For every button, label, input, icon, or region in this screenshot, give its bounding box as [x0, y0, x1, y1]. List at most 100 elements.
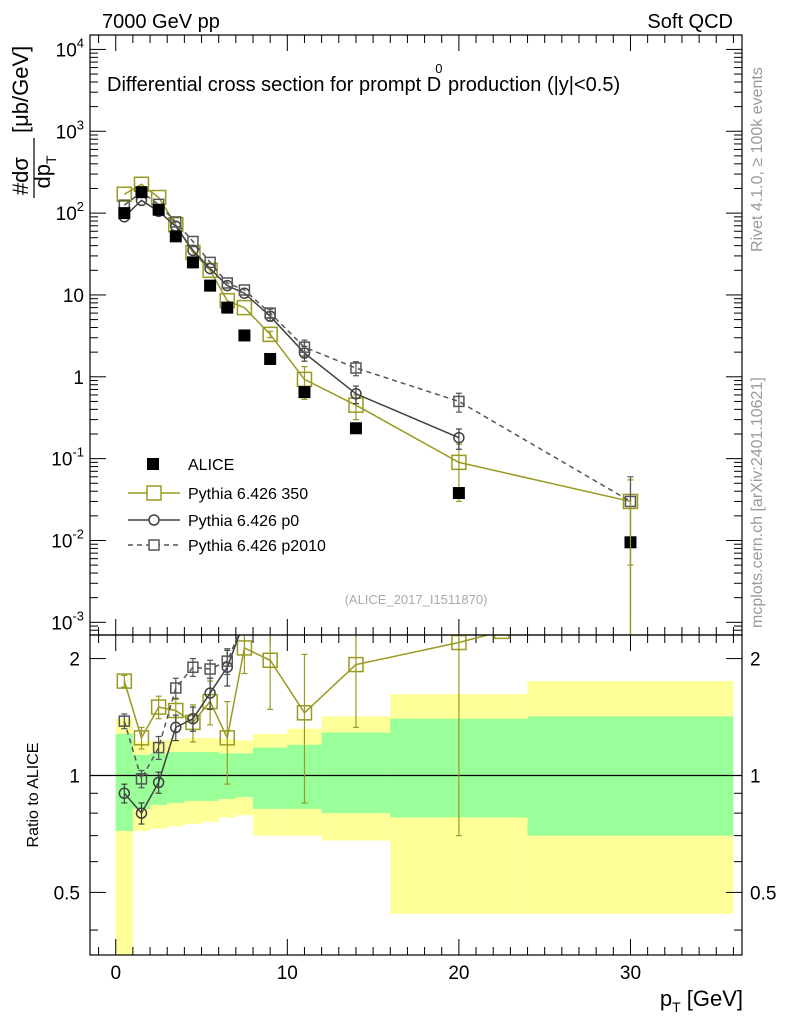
main-marker [204, 256, 216, 269]
main-marker [262, 326, 278, 343]
main-y-tick-base: 1 [73, 368, 84, 389]
ratio-ylabel: Ratio to ALICE [25, 743, 42, 848]
ratio-marker [152, 741, 165, 754]
main-marker [264, 352, 277, 365]
x-axis-label: pT [GeV] [660, 986, 743, 1015]
x-tick-label: 0 [110, 963, 121, 984]
main-y-tick-base: 10 [56, 40, 77, 61]
legend-alice-label: ALICE [188, 457, 234, 474]
main-ylabel-den-main: dp [30, 164, 55, 188]
main-y-tick-base: 10 [51, 531, 72, 552]
ratio-frame [89, 634, 743, 956]
ratio-marker [170, 721, 182, 734]
main-y-tick-base: 10 [51, 450, 72, 471]
mcplots-label: mcplots.cern.ch [arXiv:2401.10621] [749, 377, 766, 628]
legend-p2010-label: Pythia 6.426 p2010 [188, 538, 326, 555]
main-series-line [123, 191, 631, 503]
main-marker [221, 277, 234, 289]
main-series-pythia-6-426-350 [116, 176, 639, 566]
main-marker [350, 388, 362, 400]
main-title-sup: 0 [435, 61, 442, 76]
ratio-marker [204, 663, 216, 675]
main-marker [349, 422, 362, 435]
legend-p2010-marker [148, 539, 160, 551]
ratio-band-inner [321, 732, 391, 814]
main-ylabel-num: dσ [8, 157, 33, 183]
main-title-after: production (|y|<0.5) [442, 74, 620, 96]
ratio-marker [118, 787, 131, 800]
ratio-y-tick-label-left: 0.5 [54, 883, 80, 904]
header-right: Soft QCD [647, 11, 733, 33]
ratio-marker [239, 616, 249, 626]
main-marker [204, 279, 217, 292]
ratio-marker [187, 712, 199, 725]
legend-p0-label: Pythia 6.426 p0 [188, 513, 299, 530]
main-y-tick-label: 10-1 [51, 445, 84, 471]
main-marker [453, 431, 465, 444]
x-axis-label-sub: T [672, 999, 681, 1015]
main-marker [298, 386, 311, 399]
main-marker [221, 301, 234, 314]
main-marker [152, 203, 165, 216]
main-marker [116, 186, 133, 202]
ratio-band-inner [184, 751, 202, 801]
ratio-marker [221, 655, 234, 667]
main-marker [118, 207, 131, 220]
ratio-marker [236, 640, 253, 656]
ratio-x-ticks: 0 10 20 30 [98, 635, 734, 984]
main-y-tick-label: 104 [56, 35, 84, 61]
main-y-tick-exp: 4 [77, 35, 84, 50]
ratio-y-tick-label-right: 2 [750, 650, 761, 671]
main-ylabel-hash: # [8, 182, 33, 195]
main-ylabel-den-sub: T [43, 155, 59, 164]
legend-p0-marker [148, 514, 160, 526]
ratio-y-tick-label-left: 1 [69, 766, 80, 787]
main-y-tick-base: 10 [63, 286, 84, 307]
ratio-marker [348, 656, 364, 673]
main-series-line [123, 183, 631, 503]
main-marker [452, 487, 465, 500]
ratio-marker [116, 673, 133, 689]
ratio-y-ticks: 0.5 0.5 1 1 2 2 [54, 650, 776, 931]
x-tick-label: 20 [448, 963, 469, 984]
legend: ALICE Pythia 6.426 350 Pythia 6.426 p0 P… [128, 457, 326, 555]
ratio-y-tick-label-left: 2 [69, 650, 80, 671]
main-x-ticks [98, 35, 734, 635]
ratio-y-tick-label-right: 0.5 [750, 883, 776, 904]
legend-p350-marker [146, 485, 162, 501]
ratio-marker [239, 616, 249, 626]
ratio-marker [219, 730, 236, 746]
main-y-tick-label: 103 [56, 117, 84, 143]
ratio-band-inner [201, 751, 219, 801]
ratio-series-pythia-6-426-p2010 [118, 616, 249, 789]
ratio-marker [135, 807, 148, 819]
main-marker [350, 362, 362, 374]
ratio-marker [135, 773, 148, 785]
main-marker [187, 235, 199, 248]
main-y-tick-exp: 2 [77, 199, 84, 214]
analysis-watermark: (ALICE_2017_I1511870) [345, 592, 488, 607]
legend-alice-marker [147, 458, 159, 470]
main-y-tick-base: 10 [56, 204, 77, 225]
main-y-tick-exp: -2 [72, 526, 84, 541]
main-ylabel-unit: [μb/GeV] [8, 46, 33, 133]
main-y-tick-exp: 3 [77, 117, 84, 132]
main-y-tick-exp: -3 [72, 608, 84, 623]
main-y-tick-label: 1 [73, 368, 84, 389]
ratio-marker [150, 699, 167, 715]
main-marker [238, 284, 251, 296]
ratio-y-tick-label-right: 1 [750, 766, 761, 787]
legend-p350-label: Pythia 6.426 350 [188, 486, 308, 503]
main-marker [169, 230, 182, 243]
main-y-tick-label: 102 [56, 199, 84, 225]
ratio-marker [133, 730, 150, 746]
main-marker [187, 244, 199, 257]
ratio-marker [152, 776, 165, 789]
main-marker [236, 299, 253, 316]
main-marker [453, 395, 465, 408]
x-tick-label: 30 [620, 963, 641, 984]
ratio-marker [187, 661, 199, 673]
main-marker [186, 256, 199, 269]
